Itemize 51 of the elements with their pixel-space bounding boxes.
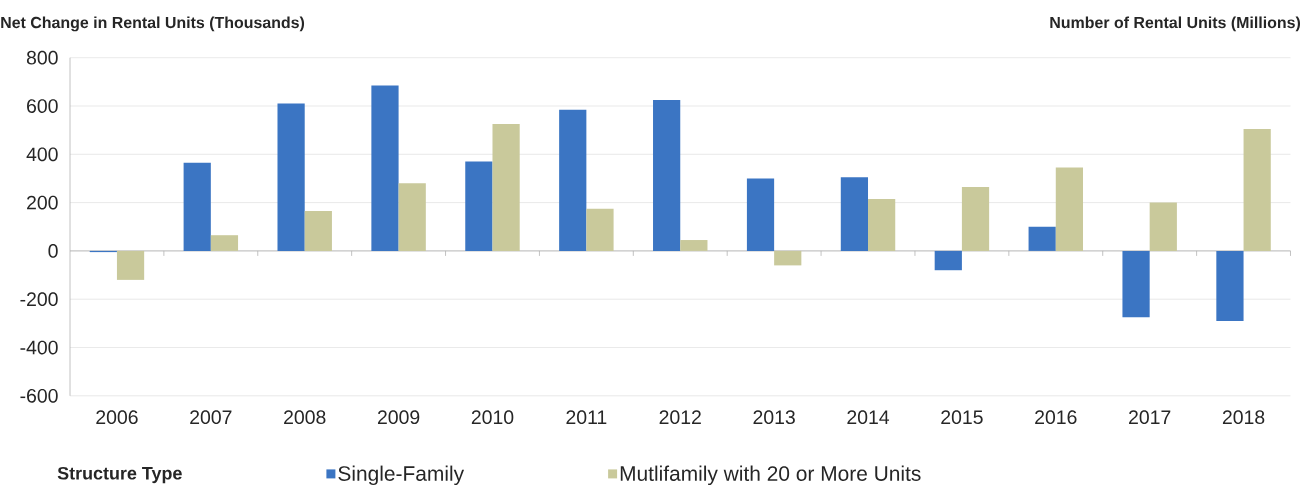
bar xyxy=(1216,250,1244,321)
bar xyxy=(1149,202,1177,251)
x-tick-label: 2014 xyxy=(847,410,890,425)
y2-axis-title: Number of Rental Units (Millions) xyxy=(1050,16,1301,32)
bar xyxy=(210,235,239,251)
x-tick-label: 2007 xyxy=(190,410,232,425)
bar xyxy=(1055,167,1084,251)
x-tick-label: 2008 xyxy=(284,410,326,425)
bar xyxy=(868,198,896,251)
x-tick-label: 2009 xyxy=(377,410,420,425)
x-tick-label: 2011 xyxy=(566,410,607,425)
bar xyxy=(774,250,802,266)
bar xyxy=(961,186,990,251)
bar xyxy=(277,103,305,251)
x-tick-label: 2017 xyxy=(1129,410,1171,425)
x-tick-label: 2015 xyxy=(941,410,983,425)
bar xyxy=(559,109,587,251)
bar xyxy=(183,162,211,251)
bar xyxy=(371,85,399,251)
bar xyxy=(116,250,145,280)
bar xyxy=(934,250,962,271)
legend-label: Mutlifamily with 20 or More Units xyxy=(620,465,921,486)
bar xyxy=(1028,226,1056,251)
x-tick-label: 2018 xyxy=(1222,410,1265,425)
legend-label: Single-Family xyxy=(338,465,465,486)
bar xyxy=(465,161,493,251)
y-tick-label: 0 xyxy=(48,244,58,258)
y-tick-label: -400 xyxy=(20,340,58,355)
y-tick-label: 400 xyxy=(26,147,58,162)
x-tick-label: 2012 xyxy=(659,410,701,425)
y-tick-label: -600 xyxy=(20,388,58,403)
bar xyxy=(653,99,681,251)
bar xyxy=(398,183,426,251)
y-tick-label: 600 xyxy=(27,99,58,113)
bar xyxy=(586,208,614,251)
y-tick-label: 200 xyxy=(27,195,58,210)
x-tick-label: 2013 xyxy=(753,410,795,425)
x-tick-label: 2006 xyxy=(96,410,138,425)
x-tick-label: 2010 xyxy=(471,410,514,425)
bar xyxy=(304,211,332,251)
x-tick-label: 2016 xyxy=(1035,410,1077,425)
bar xyxy=(492,124,520,251)
bar xyxy=(746,178,775,251)
bar xyxy=(1122,250,1150,318)
y-tick-label: -200 xyxy=(20,292,58,307)
bar xyxy=(840,177,869,251)
y-tick-label: 800 xyxy=(26,50,58,65)
bar xyxy=(1243,128,1271,251)
y-axis-title: Net Change in Rental Units (Thousands) xyxy=(1,16,305,32)
bar xyxy=(680,240,708,251)
legend-title: Structure Type xyxy=(57,466,182,484)
